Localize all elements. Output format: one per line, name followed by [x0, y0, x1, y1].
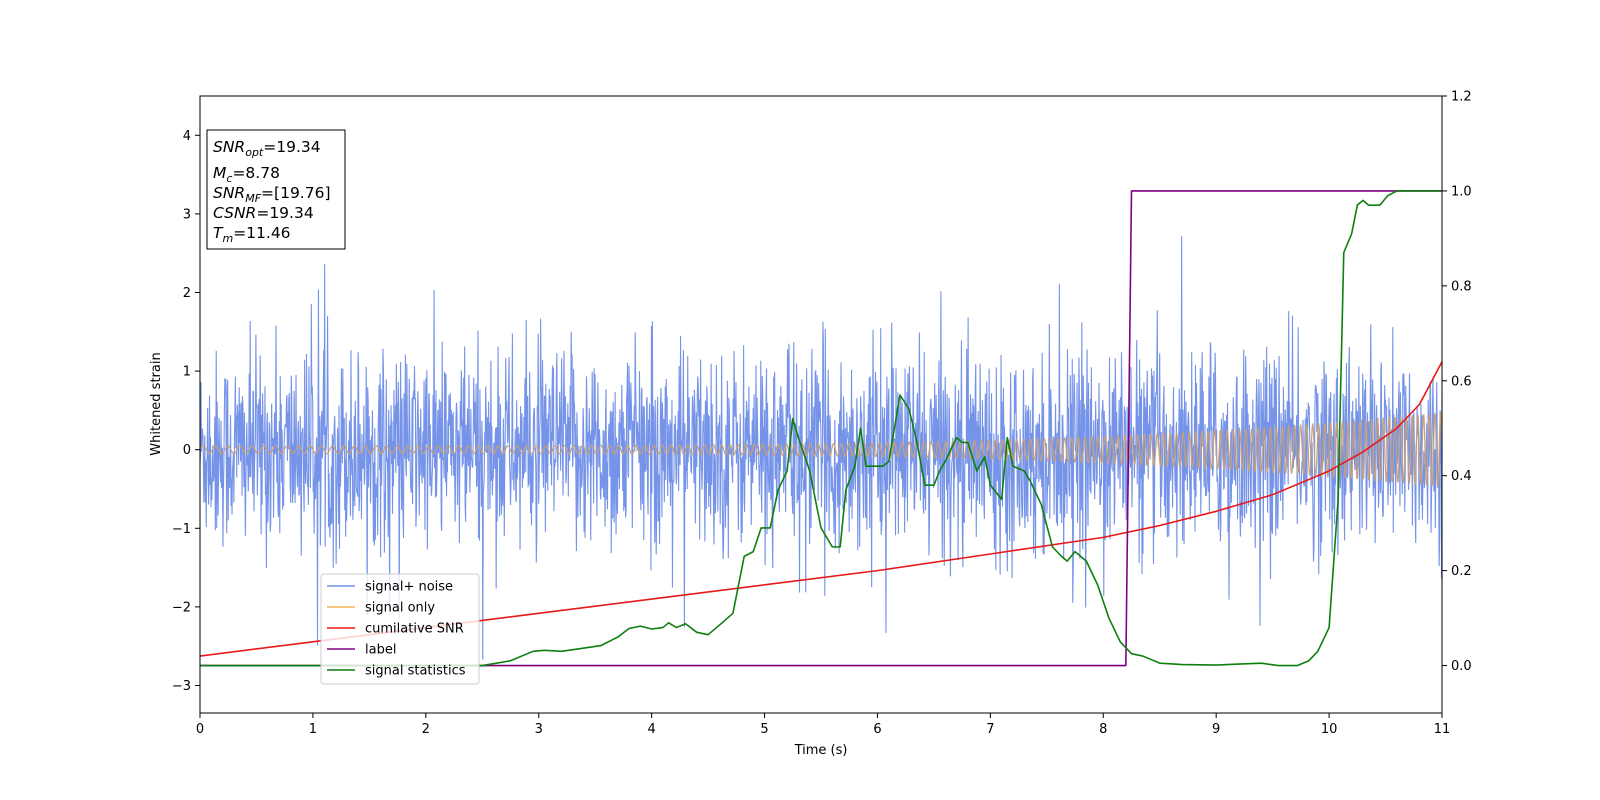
series-cumilative-snr-line: [200, 361, 1442, 657]
legend-label-label: label: [365, 643, 396, 658]
legend-label-signal-only: signal only: [365, 601, 435, 616]
y-tick-label: −1: [172, 522, 191, 537]
y2-tick-label: 1.0: [1451, 184, 1472, 199]
x-tick-label: 10: [1321, 722, 1338, 737]
y2-tick-label: 0.4: [1451, 469, 1472, 484]
y-tick-label: 2: [183, 286, 191, 301]
plot-area: [200, 190, 1442, 667]
x-tick-label: 8: [1099, 722, 1107, 737]
y-tick-label: −3: [172, 679, 191, 694]
series-signal-statistics-line: [200, 190, 1442, 667]
y-axis-left: −3 −2 −1 0 1 2 3 4: [172, 129, 200, 694]
info-box-line: SNRopt=19.34: [213, 138, 321, 159]
x-tick-label: 2: [422, 722, 430, 737]
x-tick-label: 7: [986, 722, 994, 737]
legend: signal+ noise signal only cumilative SNR la…: [320, 573, 480, 685]
x-tick-label: 9: [1212, 722, 1220, 737]
info-box-line: CSNR=19.34: [213, 204, 314, 222]
y-tick-label: 3: [183, 207, 191, 222]
info-box-line: Mc=8.78: [213, 164, 280, 185]
y-tick-label: 1: [183, 365, 191, 380]
series-label-line: [200, 190, 1442, 667]
y2-tick-label: 0.8: [1451, 279, 1472, 294]
legend-frame: [320, 573, 480, 685]
y-axis-label: Whitened strain: [149, 352, 164, 455]
plot-frame: [199, 95, 1443, 714]
x-axis-label: Time (s): [794, 743, 848, 758]
y-tick-label: 4: [183, 129, 191, 144]
info-box-frame: [206, 129, 346, 250]
x-tick-label: 5: [760, 722, 768, 737]
legend-label-signal-noise: signal+ noise: [365, 580, 453, 595]
y-axis-right: 0.0 0.2 0.4 0.6 0.8 1.0 1.2: [1442, 90, 1472, 674]
info-box-line: SNRMF=[19.76]: [213, 184, 331, 205]
info-box: SNRopt=19.34 Mc=8.78SNRMF=[19.76]CSNR=19.…: [206, 129, 346, 250]
x-tick-label: 11: [1434, 722, 1451, 737]
y-tick-label: −2: [172, 600, 191, 615]
info-box-line: Tm=11.46: [213, 224, 291, 245]
legend-label-cumilative-snr: cumilative SNR: [365, 622, 464, 637]
series-lines: [200, 190, 1442, 667]
x-tick-label: 6: [873, 722, 881, 737]
x-tick-label: 0: [196, 722, 204, 737]
y2-tick-label: 1.2: [1451, 90, 1472, 105]
signal-only-line: [200, 410, 1442, 487]
x-tick-label: 3: [535, 722, 543, 737]
y-tick-label: 0: [183, 443, 191, 458]
x-tick-label: 4: [647, 722, 655, 737]
legend-label-signal-statistics: signal statistics: [365, 664, 466, 679]
y2-tick-label: 0.2: [1451, 564, 1472, 579]
x-axis: 0 1 2 3 4 5 6 7 8 9 10 11: [196, 713, 1450, 737]
x-tick-label: 1: [309, 722, 317, 737]
series-signal-only: [200, 410, 1442, 487]
y2-tick-label: 0.0: [1451, 659, 1472, 674]
y2-tick-label: 0.6: [1451, 374, 1472, 389]
